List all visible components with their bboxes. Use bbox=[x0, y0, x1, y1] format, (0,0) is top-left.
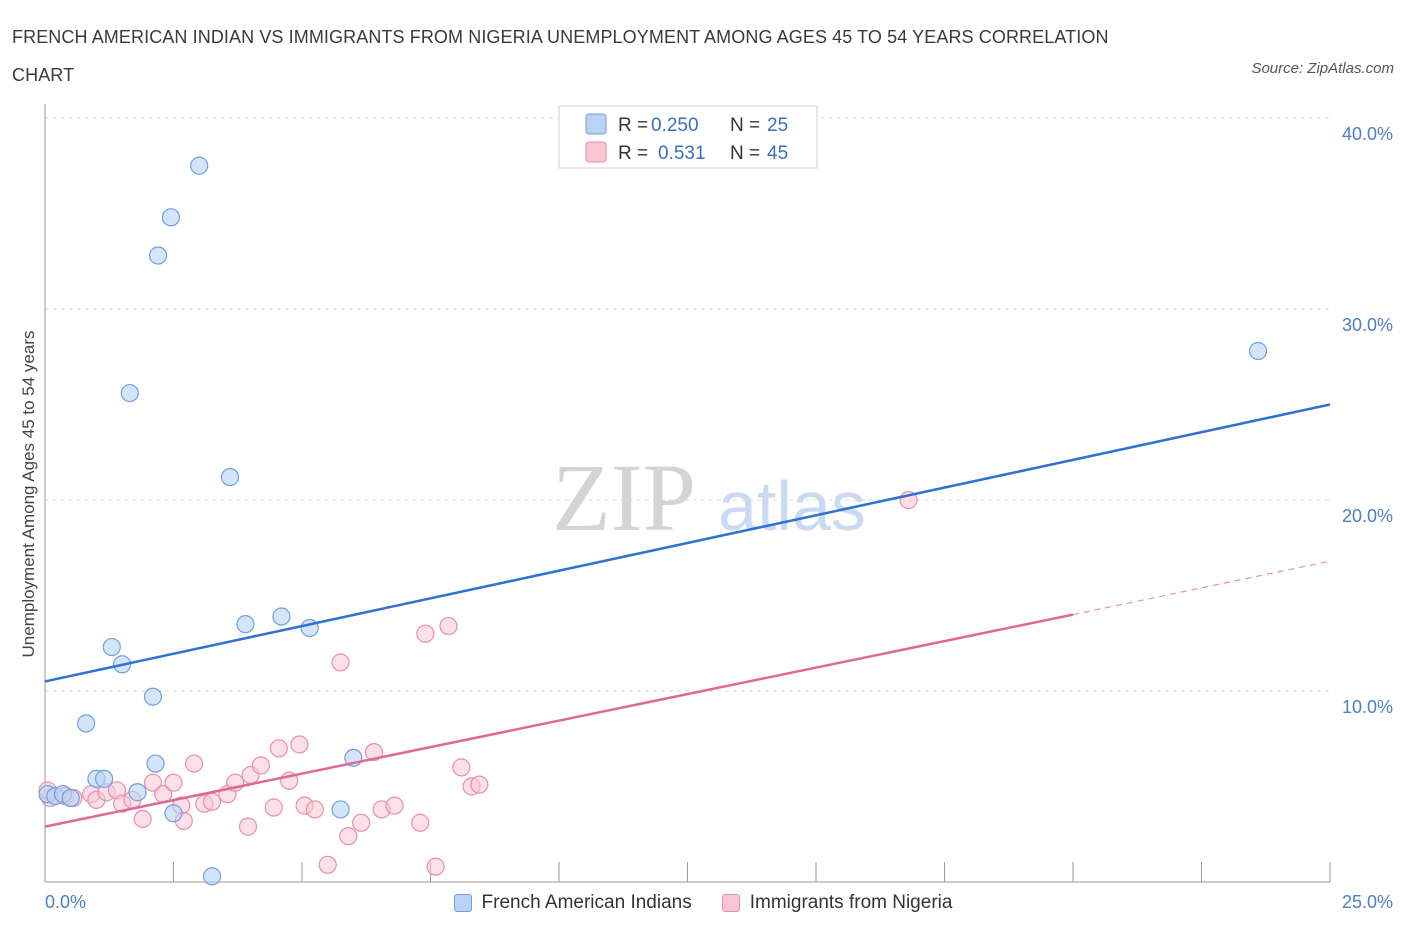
french-point-15 bbox=[164, 804, 183, 823]
french-point-13 bbox=[148, 246, 168, 265]
y-tick-label-3: 40.0% bbox=[1342, 124, 1393, 144]
french-point-16 bbox=[190, 156, 209, 175]
french-point-3 bbox=[61, 788, 80, 808]
bottom-legend-label-french: French American Indians bbox=[481, 892, 692, 913]
trend-lines bbox=[44, 403, 1331, 828]
nigeria-point-37 bbox=[416, 624, 435, 643]
legend-blue-r-value: 0.250 bbox=[651, 115, 699, 136]
nigeria-point-22 bbox=[251, 756, 270, 775]
y-tick-labels: 10.0% 20.0% 30.0% 40.0% bbox=[1342, 124, 1393, 717]
french-point-19 bbox=[236, 615, 255, 634]
nigeria-point-9 bbox=[133, 809, 152, 829]
legend-blue-r-label: R = bbox=[618, 115, 648, 136]
french-point-18 bbox=[220, 467, 240, 487]
french-point-17 bbox=[202, 867, 222, 886]
nigeria-point-17 bbox=[202, 792, 222, 811]
nigeria-point-33 bbox=[364, 743, 384, 762]
y-tick-label-0: 10.0% bbox=[1342, 697, 1393, 717]
nigeria-point-35 bbox=[385, 796, 404, 815]
nigeria-point-28 bbox=[305, 800, 324, 819]
nigeria-point-36 bbox=[411, 813, 430, 832]
nigeria-point-26 bbox=[290, 735, 309, 754]
nigeria-point-29 bbox=[318, 855, 337, 874]
bottom-legend-item-french: French American Indians bbox=[453, 892, 692, 914]
bottom-legend: French American Indians Immigrants from … bbox=[0, 888, 1406, 918]
nigeria-point-39 bbox=[439, 616, 458, 636]
nigeria-point-30 bbox=[331, 653, 350, 672]
y-tick-label-2: 30.0% bbox=[1342, 315, 1393, 335]
legend-blue-n-value: 25 bbox=[767, 115, 788, 136]
french-trend-line bbox=[44, 403, 1331, 683]
axes bbox=[44, 104, 1331, 883]
nigeria-point-40 bbox=[452, 758, 471, 777]
bottom-legend-item-nigeria: Immigrants from Nigeria bbox=[721, 892, 953, 914]
nigeria-point-20 bbox=[238, 817, 258, 836]
nigeria-point-31 bbox=[339, 827, 358, 846]
y-axis-label: Unemployment Among Ages 45 to 54 years bbox=[19, 331, 38, 658]
top-legend: R = 0.250 N = 25 R = 0.531 N = 45 bbox=[558, 105, 818, 169]
x-tick-label-0: 0.0% bbox=[45, 892, 86, 912]
nigeria-point-23 bbox=[264, 798, 283, 817]
legend-blue-swatch bbox=[585, 113, 607, 135]
legend-blue-n-label: N = bbox=[730, 115, 760, 136]
nigeria-point-10 bbox=[143, 773, 163, 792]
legend-pink-r-label: R = bbox=[618, 143, 648, 164]
nigeria-point-32 bbox=[352, 813, 371, 832]
x-tick-labels: 0.0% 25.0% bbox=[45, 892, 1393, 912]
nigeria-point-38 bbox=[426, 857, 445, 876]
legend-pink-r-value: 0.531 bbox=[658, 143, 706, 164]
french-point-11 bbox=[146, 754, 165, 773]
french-point-20 bbox=[272, 607, 291, 626]
french-point-22 bbox=[331, 800, 350, 819]
french-point-9 bbox=[120, 383, 139, 403]
bottom-legend-pink-swatch bbox=[721, 894, 740, 912]
french-point-4 bbox=[77, 714, 96, 733]
watermark-zip: ZIP bbox=[552, 444, 696, 551]
source-label: Source: ZipAtlas.com bbox=[1251, 60, 1394, 77]
bottom-legend-blue-swatch bbox=[453, 894, 472, 912]
grid-lines bbox=[45, 117, 1330, 692]
nigeria-point-24 bbox=[269, 739, 288, 758]
french-point-14 bbox=[161, 208, 181, 227]
french-point-24 bbox=[1248, 341, 1268, 361]
nigeria-point-42 bbox=[470, 775, 489, 794]
nigeria-trend-extension bbox=[1072, 560, 1331, 616]
legend-pink-n-label: N = bbox=[730, 143, 760, 164]
french-point-10 bbox=[128, 783, 147, 802]
nigeria-point-15 bbox=[184, 754, 204, 773]
french-point-6 bbox=[95, 769, 114, 788]
nigeria-point-12 bbox=[164, 773, 183, 792]
french-point-7 bbox=[102, 637, 121, 657]
legend-pink-swatch bbox=[585, 141, 607, 163]
legend-pink-n-value: 45 bbox=[767, 143, 788, 164]
nigeria-trend-line bbox=[44, 613, 1074, 828]
y-tick-label-1: 20.0% bbox=[1342, 506, 1393, 526]
chart-title: FRENCH AMERICAN INDIAN VS IMMIGRANTS FRO… bbox=[12, 27, 1109, 85]
bottom-legend-label-nigeria: Immigrants from Nigeria bbox=[749, 892, 953, 913]
watermark-atlas: atlas bbox=[718, 467, 866, 545]
french-point-12 bbox=[143, 687, 163, 706]
series-french-american-indians-points bbox=[38, 156, 1268, 886]
x-tick-label-1: 25.0% bbox=[1342, 892, 1393, 912]
